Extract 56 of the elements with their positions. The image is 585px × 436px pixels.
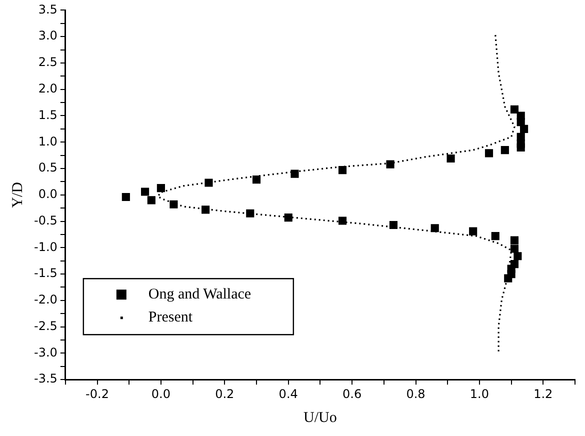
point [170, 200, 178, 208]
point [386, 160, 394, 168]
point [510, 105, 519, 114]
point [484, 149, 494, 158]
point [510, 244, 519, 253]
point [514, 252, 522, 260]
x-tick-label: 0.2 [215, 386, 234, 401]
x-axis-title: U/Uo [304, 410, 337, 426]
y-tick-label: 3.5 [38, 2, 58, 16]
y-axis-title: Y/D [10, 182, 26, 208]
point [510, 236, 519, 244]
x-tick-label: 1.0 [470, 386, 489, 401]
legend-label: Present [148, 310, 194, 326]
y-tick-label: 2.5 [38, 55, 58, 70]
y-tick-label: -1.0 [34, 240, 58, 254]
x-tick-label: 0.8 [406, 386, 426, 401]
point [520, 124, 528, 133]
point [246, 209, 254, 218]
point [504, 274, 512, 282]
point [202, 206, 210, 214]
y-tick-label: -3.0 [34, 345, 58, 360]
point [284, 214, 292, 222]
point [338, 166, 347, 174]
point [141, 188, 150, 196]
x-tick-label: 0.6 [342, 386, 362, 401]
x-tick-label: 1.2 [534, 386, 553, 401]
point [516, 112, 525, 120]
y-tick-label: 1.5 [38, 108, 58, 122]
point [469, 227, 478, 236]
x-tick-label: 0.4 [278, 386, 298, 401]
y-tick-label: 0.0 [38, 187, 58, 202]
y-tick-label: -3.5 [34, 372, 58, 386]
point [491, 232, 500, 240]
y-tick-label: 3.0 [38, 28, 58, 43]
y-tick-label: -2.5 [34, 318, 58, 333]
point [430, 224, 439, 232]
point [338, 216, 347, 225]
y-tick-label: 1.0 [38, 134, 58, 148]
point [122, 192, 130, 202]
y-tick-label: 2.0 [38, 81, 58, 96]
point [147, 196, 156, 204]
legend-label: Ong and Wallace [148, 286, 252, 303]
point [204, 178, 213, 187]
y-tick-label: -2.0 [34, 292, 58, 307]
point [252, 176, 261, 184]
point [516, 132, 525, 141]
x-tick-label: 0.0 [151, 386, 171, 401]
y-tick-label: -1.5 [34, 266, 58, 280]
point [290, 170, 299, 178]
point [156, 184, 165, 192]
point [446, 154, 455, 163]
x-tick-label: -0.2 [86, 386, 109, 401]
y-tick-label: -0.5 [34, 213, 58, 228]
point [500, 146, 509, 154]
y-tick-label: 0.5 [38, 160, 58, 175]
point [389, 220, 398, 230]
